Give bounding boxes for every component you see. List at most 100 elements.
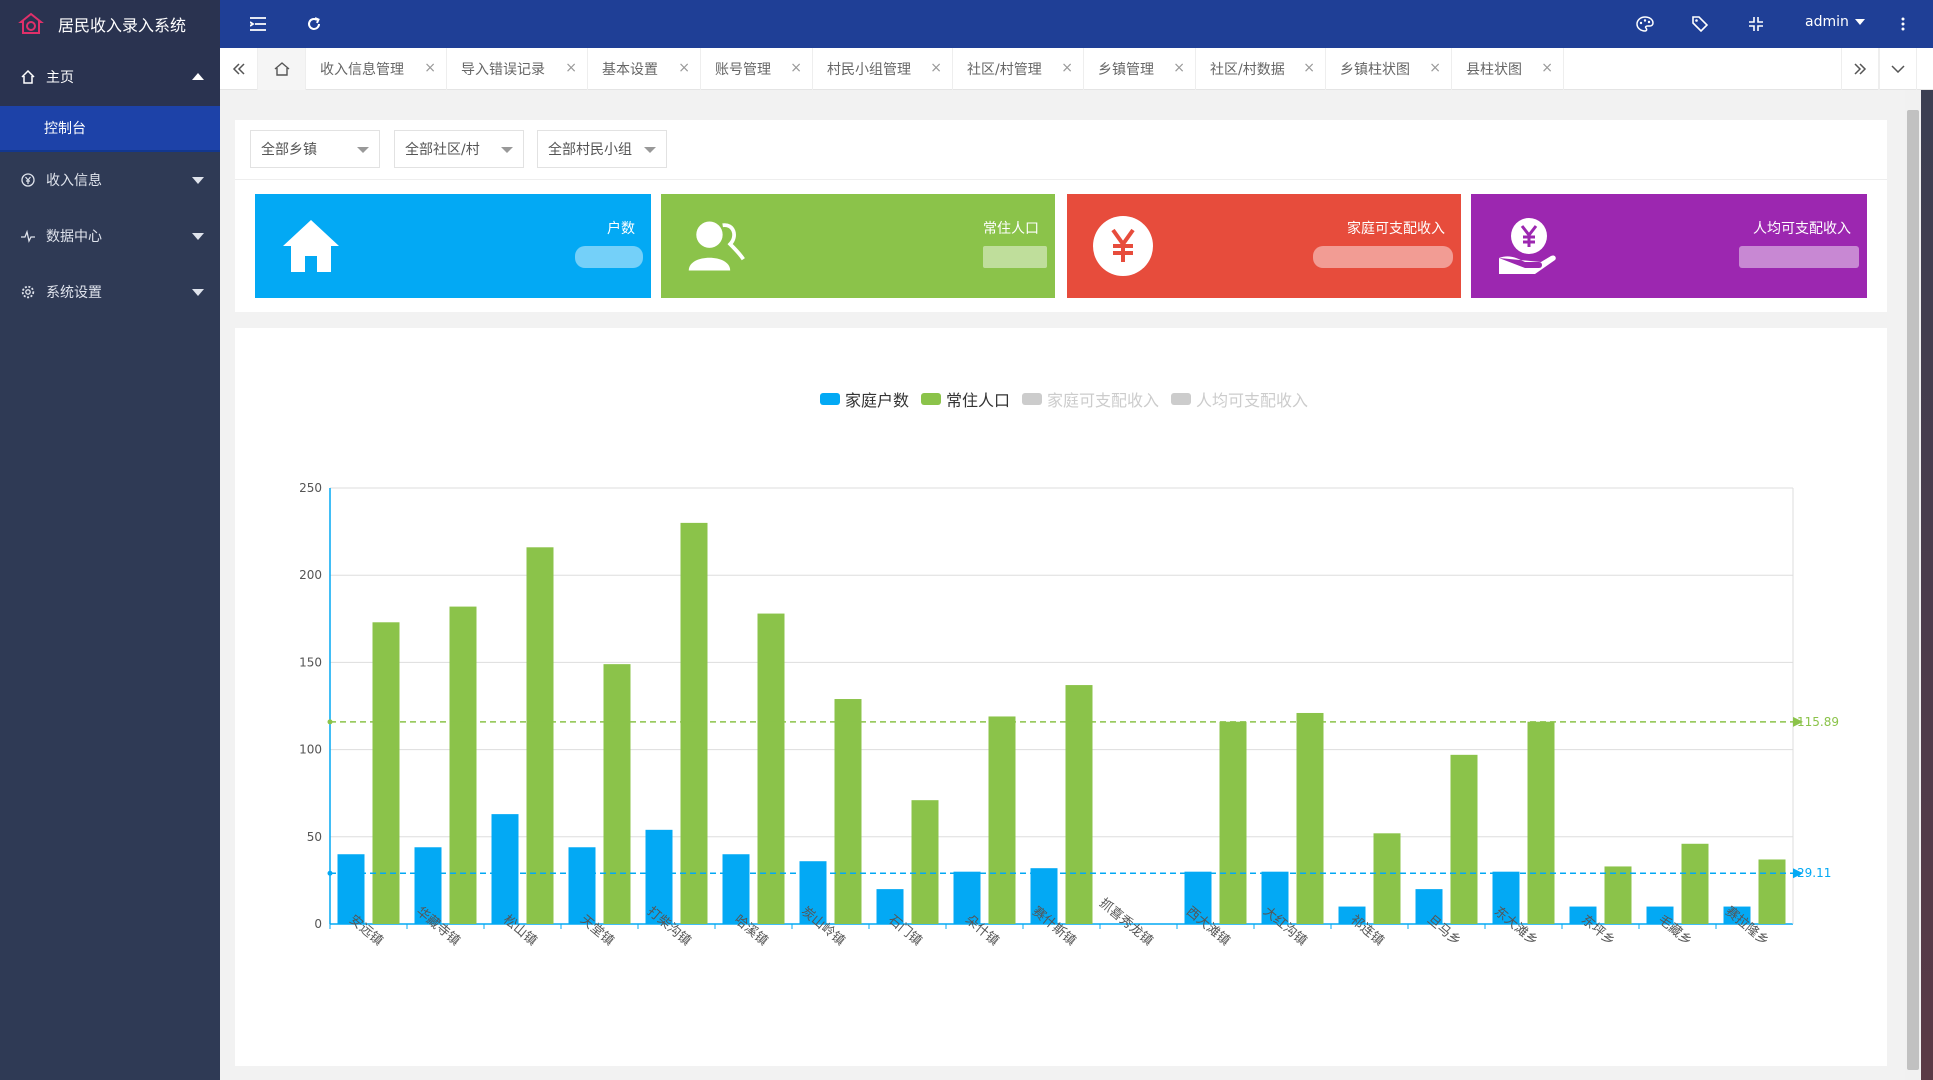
legend-label: 人均可支配收入 <box>1196 391 1309 410</box>
tab-community-data[interactable]: 社区/村数据 × <box>1196 48 1326 90</box>
close-icon[interactable]: × <box>1303 60 1315 76</box>
sidebar-item-data-center[interactable]: 数据中心 <box>0 208 220 264</box>
town-select[interactable]: 全部乡镇 <box>250 130 380 168</box>
top-navbar: admin <box>220 0 1933 48</box>
yen-icon <box>1091 214 1155 278</box>
village-group-select[interactable]: 全部村民小组 <box>537 130 667 168</box>
close-icon[interactable]: × <box>1541 60 1553 76</box>
tab-label: 导入错误记录 <box>461 62 545 78</box>
close-icon[interactable]: × <box>1429 60 1441 76</box>
sidebar-item-income[interactable]: 收入信息 <box>0 152 220 208</box>
logo-icon <box>18 12 44 34</box>
window-edge <box>1921 90 1933 1080</box>
chevron-down-icon <box>192 233 204 240</box>
tab-import-errors[interactable]: 导入错误记录 × <box>447 48 588 90</box>
tab-accounts[interactable]: 账号管理 × <box>701 48 813 90</box>
card-value-redacted <box>983 246 1047 268</box>
divider <box>235 179 1887 180</box>
legend-label: 家庭可支配收入 <box>1047 391 1160 410</box>
legend-label: 常住人口 <box>946 391 1011 410</box>
sidebar-subitem-label: 控制台 <box>44 121 86 137</box>
close-icon[interactable]: × <box>1173 60 1185 76</box>
sidebar: 居民收入录入系统 主页 控制台 收入信息 数据中心 系统设置 <box>0 0 220 1080</box>
chevron-down-icon <box>192 177 204 184</box>
tabs-scroll-left-icon[interactable] <box>220 48 258 90</box>
card-label: 户数 <box>607 221 635 237</box>
legend-swatch <box>1022 393 1043 405</box>
yen-circle-icon <box>20 172 36 188</box>
tag-icon[interactable] <box>1690 14 1710 34</box>
fullscreen-exit-icon[interactable] <box>1746 14 1766 34</box>
legend-item-household-income[interactable]: 家庭可支配收入 <box>1022 387 1159 411</box>
tabs-scroll-right-icon[interactable] <box>1841 48 1879 90</box>
more-vertical-icon[interactable] <box>1893 14 1913 34</box>
user-menu[interactable]: admin <box>1805 14 1865 30</box>
home-icon <box>20 69 36 85</box>
legend-item-per-capita-income[interactable]: 人均可支配收入 <box>1171 387 1308 411</box>
card-value-redacted <box>1739 246 1859 268</box>
menu-toggle-icon[interactable] <box>248 14 268 34</box>
community-select[interactable]: 全部社区/村 <box>394 130 524 168</box>
chevron-down-icon <box>192 289 204 296</box>
sidebar-item-label: 数据中心 <box>46 229 102 245</box>
sidebar-item-label: 系统设置 <box>46 285 102 301</box>
household-income-card: 家庭可支配收入 <box>1067 194 1461 298</box>
tab-income-info[interactable]: 收入信息管理 × <box>306 48 447 90</box>
tab-label: 社区/村管理 <box>967 62 1042 78</box>
close-icon[interactable]: × <box>1061 60 1073 76</box>
select-value: 全部乡镇 <box>261 142 317 158</box>
card-label: 人均可支配收入 <box>1753 221 1851 237</box>
select-value: 全部社区/村 <box>405 142 480 158</box>
legend-swatch <box>1171 393 1192 405</box>
app-title: 居民收入录入系统 <box>58 16 187 35</box>
tab-label: 乡镇柱状图 <box>1340 62 1410 78</box>
close-icon[interactable]: × <box>790 60 802 76</box>
select-value: 全部村民小组 <box>548 142 632 158</box>
legend-item-households[interactable]: 家庭户数 <box>820 387 909 411</box>
legend-item-population[interactable]: 常住人口 <box>921 387 1010 411</box>
tabs-dropdown-icon[interactable] <box>1879 48 1917 90</box>
tab-town-manage[interactable]: 乡镇管理 × <box>1084 48 1196 90</box>
theme-palette-icon[interactable] <box>1635 14 1655 34</box>
sidebar-item-label: 收入信息 <box>46 173 102 189</box>
close-icon[interactable]: × <box>678 60 690 76</box>
tab-home[interactable] <box>258 48 306 90</box>
tab-label: 收入信息管理 <box>320 62 404 78</box>
legend-label: 家庭户数 <box>845 391 910 410</box>
tab-town-bar-chart[interactable]: 乡镇柱状图 × <box>1326 48 1452 90</box>
card-label: 家庭可支配收入 <box>1347 221 1445 237</box>
chart-panel <box>235 328 1887 1066</box>
close-icon[interactable]: × <box>424 60 436 76</box>
scrollbar-thumb[interactable] <box>1907 110 1919 1070</box>
tab-label: 社区/村数据 <box>1210 62 1285 78</box>
chart-legend: 家庭户数 常住人口 家庭可支配收入 人均可支配收入 <box>820 388 1320 410</box>
legend-swatch <box>921 393 942 405</box>
tab-label: 村民小组管理 <box>827 62 911 78</box>
yen-hand-icon <box>1495 214 1559 278</box>
sidebar-item-dashboard[interactable]: 控制台 <box>0 106 220 152</box>
users-icon <box>685 214 749 278</box>
tab-county-bar-chart[interactable]: 县柱状图 × <box>1452 48 1564 90</box>
summary-panel: 全部乡镇 全部社区/村 全部村民小组 户数 常住人口 家庭可支配收入 人均可支配… <box>235 120 1887 312</box>
tab-label: 乡镇管理 <box>1098 62 1154 78</box>
app-header: 居民收入录入系统 <box>0 0 220 48</box>
caret-down-icon <box>644 147 656 153</box>
refresh-icon[interactable] <box>304 14 324 34</box>
tab-basic-settings[interactable]: 基本设置 × <box>588 48 701 90</box>
tab-village-groups[interactable]: 村民小组管理 × <box>813 48 953 90</box>
tab-label: 县柱状图 <box>1466 62 1522 78</box>
sidebar-item-home[interactable]: 主页 <box>0 48 220 106</box>
population-card: 常住人口 <box>661 194 1055 298</box>
chevron-up-icon <box>192 73 204 80</box>
close-icon[interactable]: × <box>930 60 942 76</box>
legend-swatch <box>820 393 840 405</box>
close-icon[interactable]: × <box>565 60 577 76</box>
tab-label: 基本设置 <box>602 62 658 78</box>
sidebar-item-settings[interactable]: 系统设置 <box>0 264 220 320</box>
sidebar-item-label: 主页 <box>46 70 74 86</box>
card-label: 常住人口 <box>983 221 1039 237</box>
home-icon <box>274 62 289 76</box>
tab-community-manage[interactable]: 社区/村管理 × <box>953 48 1084 90</box>
households-card: 户数 <box>255 194 651 298</box>
card-value-redacted <box>1313 246 1453 268</box>
